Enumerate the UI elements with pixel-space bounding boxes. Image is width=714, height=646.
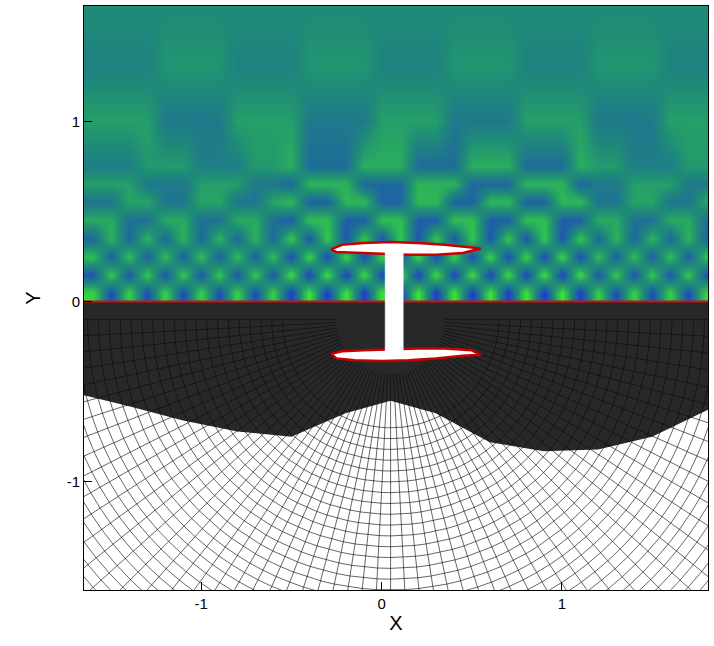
svg-text:0: 0 <box>72 293 80 310</box>
svg-text:1: 1 <box>558 595 566 612</box>
svg-text:1: 1 <box>72 113 80 130</box>
svg-text:-1: -1 <box>195 595 208 612</box>
svg-text:Y: Y <box>22 291 44 304</box>
svg-text:X: X <box>389 612 402 634</box>
svg-text:-1: -1 <box>67 473 80 490</box>
svg-text:0: 0 <box>377 595 385 612</box>
